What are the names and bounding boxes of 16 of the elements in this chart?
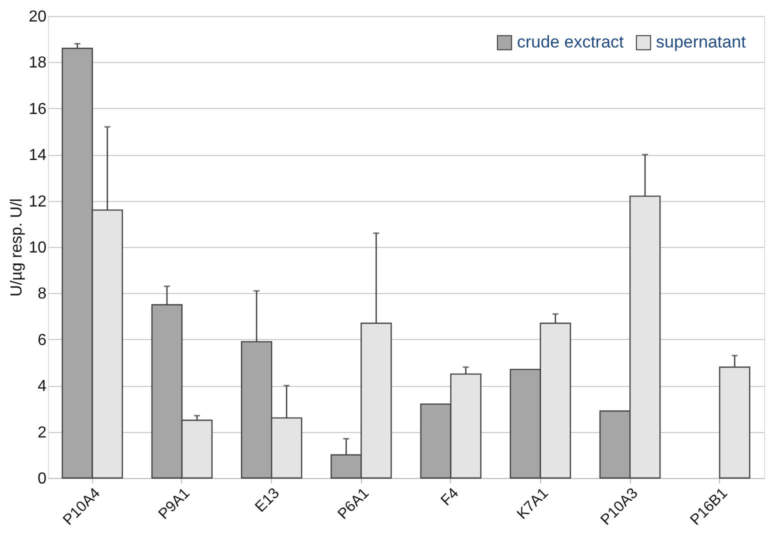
y-tick-label: 0 (38, 470, 47, 488)
y-tick-label: 4 (38, 378, 47, 396)
x-tick-label: E13 (252, 484, 283, 516)
y-tick-label: 14 (28, 147, 47, 164)
y-tick-label: 2 (38, 424, 47, 442)
y-tick-label: 16 (28, 100, 47, 118)
y-tick-label: 18 (28, 54, 47, 72)
y-tick-label: 12 (28, 193, 47, 210)
legend-label: crude exctract (517, 32, 624, 52)
y-tick-label: 20 (28, 8, 47, 26)
y-tick-label: 6 (38, 332, 47, 349)
legend-label: supernatant (656, 32, 746, 52)
y-axis-title: U/µg resp. U/l (8, 198, 26, 297)
y-tick-label: 8 (38, 286, 47, 303)
y-tick-label: 10 (28, 240, 47, 256)
x-tick-label: F4 (438, 484, 462, 510)
